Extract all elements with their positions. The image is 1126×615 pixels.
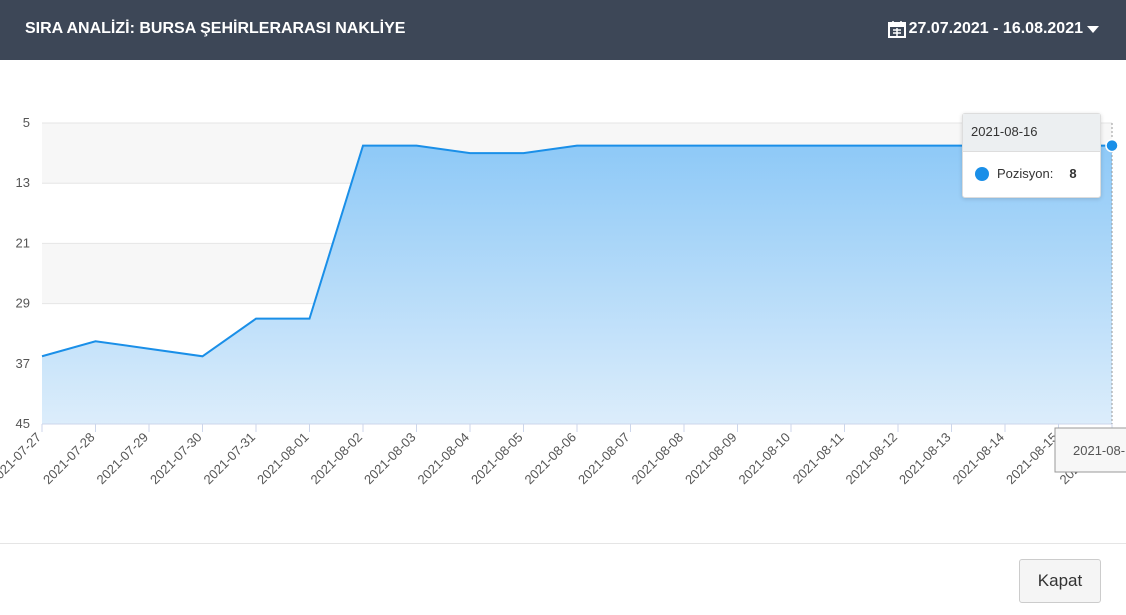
x-tick-label: 2021-08-07 (575, 430, 633, 488)
x-tick-label: 2021-08-13 (896, 430, 954, 488)
x-tick-label: 2021-07-28 (40, 430, 98, 488)
tooltip-date: 2021-08-16 (963, 114, 1100, 152)
y-tick-label: 5 (23, 115, 30, 130)
area (42, 145, 1112, 424)
calendar-icon (887, 21, 906, 38)
x-tick-label: 2021-08-04 (414, 430, 472, 488)
hover-point (1105, 138, 1119, 153)
x-tick-label: 2021-08-09 (682, 430, 740, 488)
x-tick-label: 2021-08-05 (468, 430, 526, 488)
x-tick-label: 2021-07-27 (0, 430, 44, 488)
tooltip: 2021-08-16 Pozisyon: 8 (962, 113, 1101, 198)
x-tick-label: 2021-07-30 (147, 430, 205, 488)
x-tick-label: 2021-08-08 (628, 430, 686, 488)
close-button[interactable]: Kapat (1019, 559, 1101, 603)
modal-footer (0, 543, 1126, 544)
x-tick-label: 2021-08-03 (361, 430, 419, 488)
date-range-picker[interactable]: 27.07.2021 - 16.08.2021 (887, 20, 1100, 38)
tooltip-label: Pozisyon: (997, 166, 1054, 181)
y-tick-label: 45 (16, 416, 30, 431)
x-tick-label: 2021-08-10 (735, 430, 793, 488)
caret-icon (1087, 26, 1099, 33)
y-tick-label: 37 (16, 356, 30, 371)
tooltip-dot (975, 166, 989, 181)
chart: 5 13 21 29 37 452021-07-272021-07-282021-07-2… (0, 115, 1126, 488)
crosshair-label-box (1054, 427, 1126, 473)
y-tick-label: 13 (16, 175, 30, 190)
x-tick-label: 2021-08-14 (949, 430, 1007, 488)
crosshair-label: 2021-08-16 (1073, 443, 1126, 458)
x-tick-label: 2021-08-11 (790, 430, 847, 487)
x-tick-label: 2021-08-06 (521, 430, 579, 488)
x-tick-label: 2021-08-01 (254, 430, 312, 488)
x-tick-label: 2021-08-02 (307, 430, 365, 488)
line (41, 144, 1112, 358)
y-tick-label: 21 (16, 235, 30, 250)
x-tick-label: 2021-07-29 (93, 430, 151, 488)
x-tick-label: 2021-08-15 (1003, 430, 1061, 488)
y-tick-label: 29 (16, 296, 30, 311)
modal-header: SIRA ANALİZİ: BURSA ŞEHİRLERARASI NAKLİY… (0, 0, 1126, 60)
modal-title: SIRA ANALİZİ: BURSA ŞEHİRLERARASI NAKLİY… (25, 20, 406, 37)
x-tick-label: 2021-08-12 (842, 430, 900, 488)
tooltip-value: 8 (1069, 166, 1077, 181)
date-range: 27.07.2021 - 16.08.2021 (908, 20, 1083, 37)
x-tick-label: 2021-07-31 (200, 430, 258, 488)
